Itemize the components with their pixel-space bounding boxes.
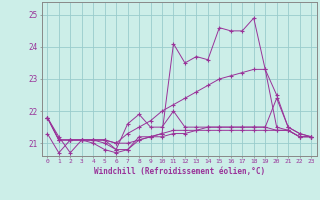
X-axis label: Windchill (Refroidissement éolien,°C): Windchill (Refroidissement éolien,°C) bbox=[94, 167, 265, 176]
